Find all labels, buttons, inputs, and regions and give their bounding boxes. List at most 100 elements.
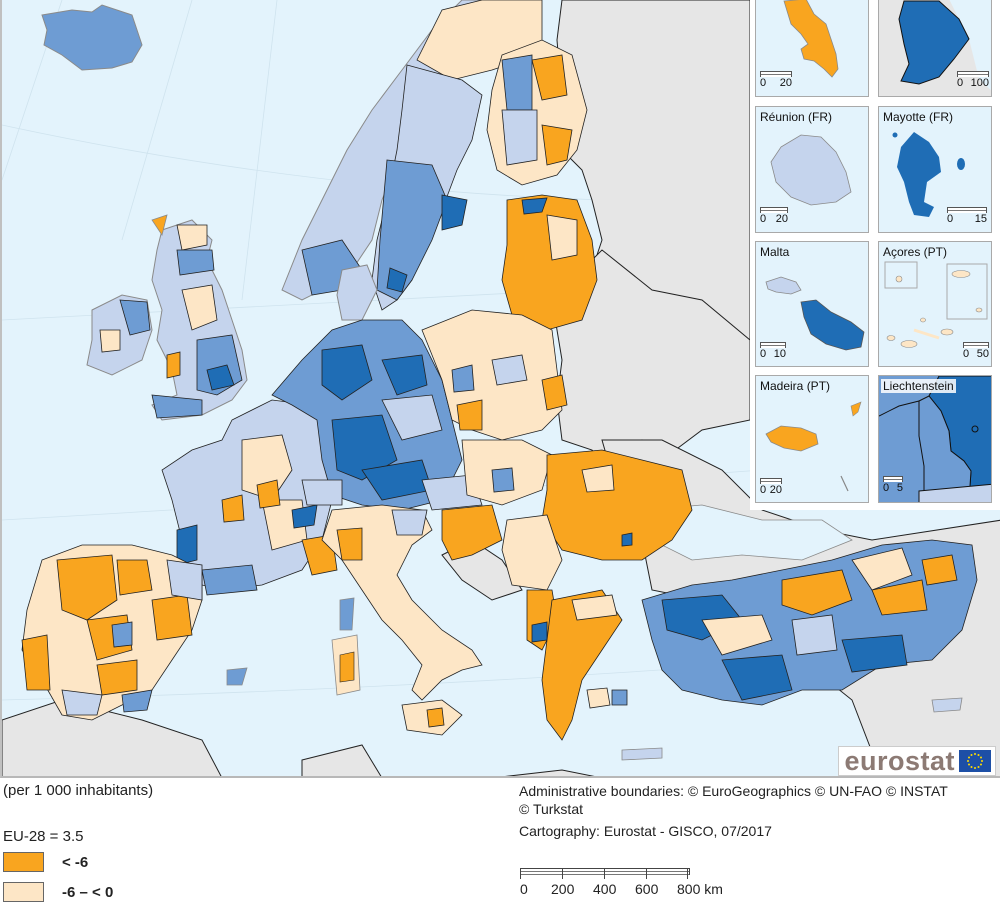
region-catalonia <box>166 559 203 601</box>
eurostat-logo: eurostat <box>838 746 996 776</box>
region <box>291 504 318 529</box>
inset-malta: Malta 0 10 <box>755 241 869 367</box>
scale-label: 0 <box>760 213 767 225</box>
credits-turkstat: © Turkstat <box>519 801 583 817</box>
region-madrid <box>111 621 133 648</box>
region <box>931 697 963 713</box>
region <box>119 299 151 336</box>
inset-madeira: Madeira (PT) 0 20 <box>755 375 869 503</box>
region <box>256 479 281 509</box>
scale-mayotte: 0 15 <box>947 207 987 225</box>
region <box>301 479 343 506</box>
region-london <box>206 364 235 391</box>
scale-label: 200 <box>551 881 575 897</box>
inset-title: Madeira (PT) <box>760 379 831 393</box>
region-corsica <box>339 597 355 631</box>
map-frame: 0 20 0 100 Réunion (FR) 0 20 Mayotte (FR) <box>0 0 1000 778</box>
inset-title: Liechtenstein <box>881 379 956 393</box>
inset-reunion: Réunion (FR) 0 20 <box>755 106 869 233</box>
martinique-shape <box>783 0 839 78</box>
region <box>339 651 355 683</box>
region <box>381 394 443 441</box>
malta-shape <box>765 276 865 351</box>
legend-eu-average: EU-28 = 3.5 <box>3 828 84 845</box>
scale-label: 20 <box>775 213 788 225</box>
region <box>841 634 908 673</box>
region <box>456 399 483 431</box>
region <box>121 689 153 713</box>
madeira-shape <box>765 401 862 492</box>
region-attica <box>611 689 628 706</box>
scale-label: 100 <box>970 77 989 89</box>
legend-swatch-orange <box>3 852 44 872</box>
scale-label: 20 <box>779 77 792 89</box>
region <box>116 559 153 596</box>
scale-label: 0 <box>760 484 767 496</box>
legend-label: -6 – < 0 <box>62 883 114 901</box>
region <box>921 554 958 586</box>
scale-martinique: 0 20 <box>760 71 792 89</box>
scale-acores: 0 50 <box>963 342 989 360</box>
scale-label: 20 <box>769 484 782 496</box>
scale-label: 400 <box>593 881 617 897</box>
region <box>151 394 203 419</box>
credits: Administrative boundaries: © EuroGeograp… <box>519 782 948 840</box>
region <box>336 527 363 561</box>
region <box>241 434 293 501</box>
black-sea <box>641 504 853 561</box>
scale-malta: 0 10 <box>760 342 786 360</box>
map-scale-bar: 0 200 400 600 800 km <box>520 868 723 899</box>
region <box>381 354 428 396</box>
reunion-shape <box>770 134 852 206</box>
inset-title: Açores (PT) <box>883 245 948 259</box>
legend-item: < -6 <box>3 852 88 872</box>
region <box>541 124 573 166</box>
region <box>99 329 121 353</box>
region <box>521 197 548 215</box>
region <box>451 364 475 393</box>
scale-label: 5 <box>896 482 903 494</box>
region <box>176 249 215 276</box>
region-stockholm <box>441 194 468 231</box>
scale-guyane: 0 100 <box>957 71 989 89</box>
guyane-shape <box>898 0 991 91</box>
region <box>151 594 193 641</box>
region <box>201 564 258 596</box>
region <box>531 54 568 101</box>
region-portugal <box>21 634 51 691</box>
scale-reunion: 0 20 <box>760 207 788 225</box>
region-wales <box>166 351 181 379</box>
eu-flag-icon <box>959 750 991 772</box>
region <box>391 509 428 536</box>
scale-label: 0 <box>947 213 954 225</box>
scale-madeira: 0 20 <box>760 478 782 496</box>
acores-shape <box>884 261 988 348</box>
scale-label: 0 <box>520 881 528 897</box>
inset-mayotte: Mayotte (FR) 0 15 <box>878 106 992 233</box>
mayotte-shape <box>892 132 965 217</box>
region <box>721 654 793 701</box>
inset-acores: Açores (PT) 0 50 <box>878 241 992 367</box>
region <box>571 594 618 621</box>
inset-title: Mayotte (FR) <box>883 110 954 124</box>
region-iceland <box>41 4 143 71</box>
region <box>181 284 218 331</box>
europe-choropleth-map <box>2 0 1000 776</box>
region-denmark <box>336 264 378 321</box>
region-crete <box>621 747 663 761</box>
liechtenstein-shape <box>879 376 991 502</box>
inset-guyane: 0 100 <box>878 0 992 97</box>
scale-label: 10 <box>773 348 786 360</box>
region <box>56 554 118 621</box>
region-sweden-south <box>376 159 448 301</box>
region <box>491 467 515 493</box>
region <box>701 614 773 656</box>
region <box>581 464 615 493</box>
region <box>501 54 533 111</box>
legend-swatch-peach <box>3 882 44 902</box>
scale-label: 0 <box>760 348 767 360</box>
legend-label: < -6 <box>62 853 89 871</box>
scale-label: 0 <box>963 348 970 360</box>
region <box>426 707 445 728</box>
